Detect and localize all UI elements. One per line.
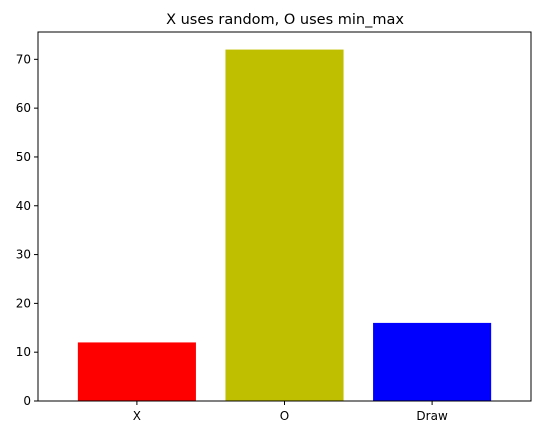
y-tick-label: 30 — [16, 248, 31, 262]
bar-o — [225, 49, 344, 401]
bar-draw — [373, 322, 492, 401]
x-axis: X O Draw — [133, 401, 448, 423]
x-tick-label: Draw — [416, 409, 448, 423]
y-tick-label: 10 — [16, 345, 31, 359]
y-tick-label: 40 — [16, 199, 31, 213]
y-tick-label: 0 — [23, 394, 31, 408]
y-tick-label: 60 — [16, 101, 31, 115]
y-tick-label: 50 — [16, 150, 31, 164]
plot-frame — [37, 31, 532, 402]
bars-group — [77, 49, 492, 401]
y-tick-label: 20 — [16, 296, 31, 310]
x-tick-label: X — [133, 409, 141, 423]
bar-x — [77, 342, 196, 401]
y-tick-label: 70 — [16, 52, 31, 66]
y-axis: 0 10 20 30 40 50 60 70 — [16, 52, 38, 408]
x-tick-label: O — [280, 409, 289, 423]
chart-title: X uses random, O uses min_max — [166, 12, 404, 28]
